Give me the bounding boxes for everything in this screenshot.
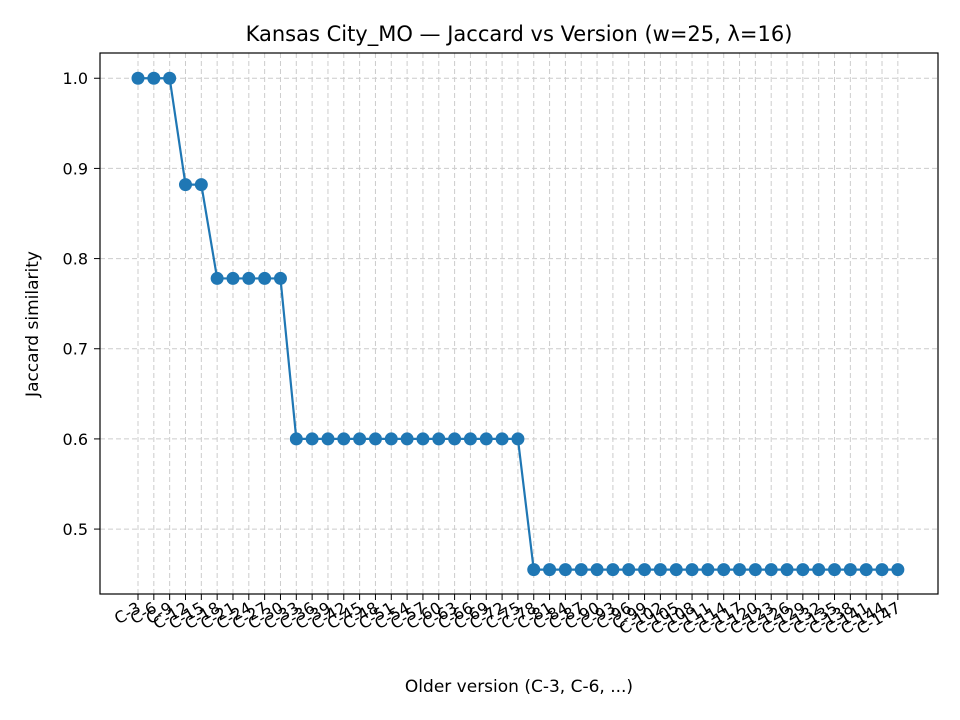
data-point bbox=[828, 563, 842, 577]
data-point bbox=[448, 432, 462, 446]
data-point bbox=[321, 432, 335, 446]
data-point bbox=[875, 563, 889, 577]
data-point bbox=[685, 563, 699, 577]
data-point bbox=[273, 271, 287, 285]
y-tick-label: 0.8 bbox=[63, 250, 88, 269]
data-point bbox=[527, 563, 541, 577]
data-point bbox=[163, 71, 177, 85]
data-point bbox=[416, 432, 430, 446]
data-point bbox=[400, 432, 414, 446]
data-point bbox=[859, 563, 873, 577]
x-axis-ticks: C-3C-6C-9C-12C-15C-18C-21C-24C-27C-30C-3… bbox=[111, 594, 904, 638]
grid-lines bbox=[100, 53, 938, 594]
y-tick-label: 0.7 bbox=[63, 340, 88, 359]
data-point bbox=[843, 563, 857, 577]
data-point bbox=[780, 563, 794, 577]
data-point bbox=[891, 563, 905, 577]
data-point bbox=[764, 563, 778, 577]
data-point bbox=[178, 178, 192, 192]
data-point bbox=[463, 432, 477, 446]
data-point bbox=[511, 432, 525, 446]
data-point bbox=[558, 563, 572, 577]
data-point bbox=[368, 432, 382, 446]
data-point bbox=[812, 563, 826, 577]
data-point bbox=[289, 432, 303, 446]
data-point bbox=[606, 563, 620, 577]
data-point bbox=[226, 271, 240, 285]
data-point bbox=[733, 563, 747, 577]
data-point bbox=[543, 563, 557, 577]
data-point bbox=[147, 71, 161, 85]
x-axis-label: Older version (C-3, C-6, ...) bbox=[405, 677, 633, 697]
y-tick-label: 0.5 bbox=[63, 520, 88, 539]
data-point bbox=[353, 432, 367, 446]
data-series bbox=[131, 71, 905, 577]
data-point bbox=[131, 71, 145, 85]
y-axis-ticks: 0.5 0.6 0.7 0.8 0.9 1.0 bbox=[63, 69, 100, 539]
data-point bbox=[479, 432, 493, 446]
data-point bbox=[622, 563, 636, 577]
data-point bbox=[495, 432, 509, 446]
y-tick-label: 0.6 bbox=[63, 430, 88, 449]
data-point bbox=[717, 563, 731, 577]
data-point bbox=[574, 563, 588, 577]
data-point bbox=[242, 271, 256, 285]
y-axis-label: Jaccard similarity bbox=[23, 251, 43, 398]
y-tick-label: 0.9 bbox=[63, 159, 88, 178]
plot-frame bbox=[99, 52, 939, 595]
data-point bbox=[653, 563, 667, 577]
data-point bbox=[590, 563, 604, 577]
data-point bbox=[384, 432, 398, 446]
data-point bbox=[748, 563, 762, 577]
data-point bbox=[638, 563, 652, 577]
data-point bbox=[305, 432, 319, 446]
data-point bbox=[796, 563, 810, 577]
chart-title: Kansas City_MO — Jaccard vs Version (w=2… bbox=[246, 22, 793, 47]
data-point bbox=[432, 432, 446, 446]
data-point bbox=[194, 178, 208, 192]
y-tick-label: 1.0 bbox=[63, 69, 88, 88]
data-point bbox=[337, 432, 351, 446]
data-point bbox=[669, 563, 683, 577]
data-point bbox=[701, 563, 715, 577]
data-point bbox=[258, 271, 272, 285]
data-point bbox=[210, 271, 224, 285]
